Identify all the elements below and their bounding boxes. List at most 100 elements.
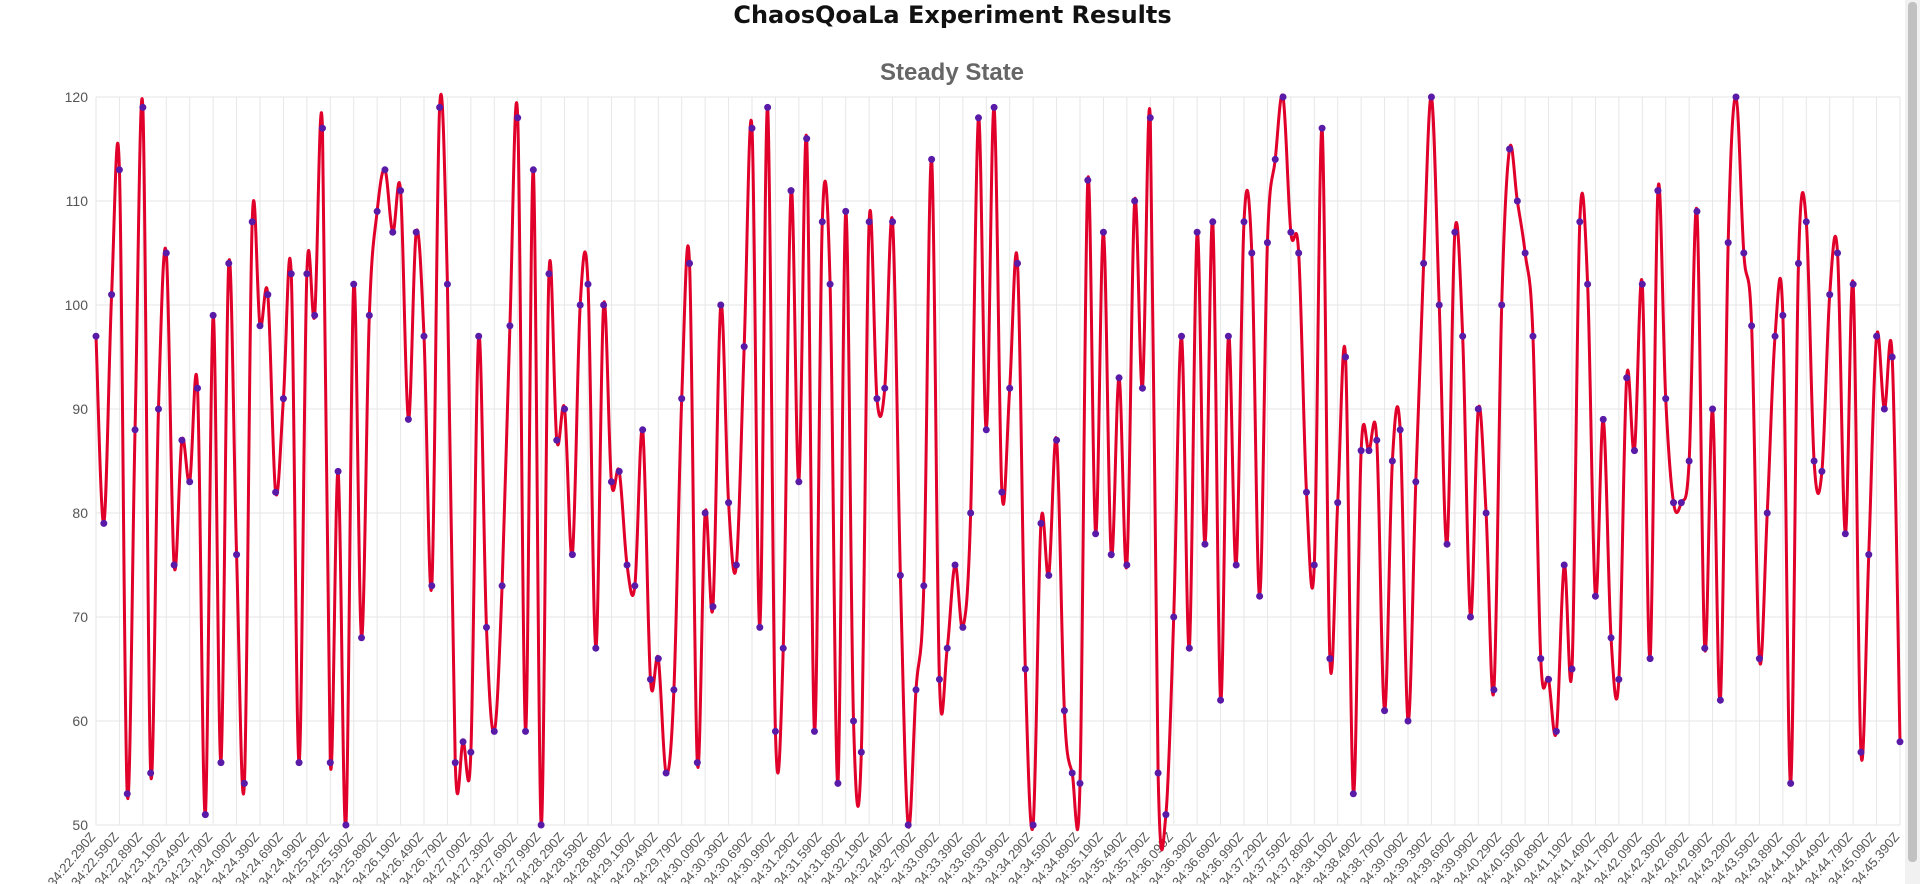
data-point[interactable] <box>1279 93 1287 101</box>
data-point[interactable] <box>1560 561 1568 569</box>
data-point[interactable] <box>631 582 639 590</box>
data-point[interactable] <box>1388 457 1396 465</box>
data-point[interactable] <box>1310 561 1318 569</box>
data-point[interactable] <box>365 311 373 319</box>
data-point[interactable] <box>561 405 569 413</box>
data-point[interactable] <box>810 727 818 735</box>
data-point[interactable] <box>592 644 600 652</box>
data-point[interactable] <box>889 218 897 226</box>
data-point[interactable] <box>1193 228 1201 236</box>
data-point[interactable] <box>1209 218 1217 226</box>
data-point[interactable] <box>279 395 287 403</box>
data-point[interactable] <box>1498 301 1506 309</box>
data-point[interactable] <box>607 478 615 486</box>
data-point[interactable] <box>131 426 139 434</box>
data-point[interactable] <box>1646 655 1654 663</box>
data-point[interactable] <box>1716 696 1724 704</box>
data-point[interactable] <box>967 509 975 517</box>
data-point[interactable] <box>756 623 764 631</box>
data-point[interactable] <box>1068 769 1076 777</box>
data-point[interactable] <box>1029 821 1037 829</box>
data-point[interactable] <box>771 727 779 735</box>
data-point[interactable] <box>420 332 428 340</box>
data-point[interactable] <box>1396 426 1404 434</box>
data-point[interactable] <box>600 301 608 309</box>
data-point[interactable] <box>451 759 459 767</box>
data-point[interactable] <box>1552 727 1560 735</box>
data-point[interactable] <box>342 821 350 829</box>
data-point[interactable] <box>1513 197 1521 205</box>
data-point[interactable] <box>1131 197 1139 205</box>
data-point[interactable] <box>1076 779 1084 787</box>
data-point[interactable] <box>467 748 475 756</box>
data-point[interactable] <box>139 103 147 111</box>
data-point[interactable] <box>982 426 990 434</box>
data-point[interactable] <box>108 291 116 299</box>
data-point[interactable] <box>1295 249 1303 257</box>
data-points[interactable] <box>92 93 1904 829</box>
data-point[interactable] <box>1654 187 1662 195</box>
data-point[interactable] <box>920 582 928 590</box>
data-point[interactable] <box>678 395 686 403</box>
data-point[interactable] <box>1412 478 1420 486</box>
data-point[interactable] <box>974 114 982 122</box>
data-point[interactable] <box>1365 447 1373 455</box>
data-point[interactable] <box>1771 332 1779 340</box>
data-point[interactable] <box>514 114 522 122</box>
data-point[interactable] <box>709 603 717 611</box>
data-point[interactable] <box>725 499 733 507</box>
data-point[interactable] <box>904 821 912 829</box>
data-point[interactable] <box>1427 93 1435 101</box>
data-point[interactable] <box>1037 519 1045 527</box>
data-point[interactable] <box>1217 696 1225 704</box>
data-point[interactable] <box>1107 551 1115 559</box>
data-point[interactable] <box>1834 249 1842 257</box>
data-point[interactable] <box>303 270 311 278</box>
data-point[interactable] <box>178 436 186 444</box>
data-point[interactable] <box>240 779 248 787</box>
data-point[interactable] <box>1170 613 1178 621</box>
data-point[interactable] <box>959 623 967 631</box>
data-point[interactable] <box>1607 634 1615 642</box>
data-point[interactable] <box>568 551 576 559</box>
data-point[interactable] <box>1685 457 1693 465</box>
data-point[interactable] <box>1810 457 1818 465</box>
data-point[interactable] <box>1896 738 1904 746</box>
data-point[interactable] <box>1349 790 1357 798</box>
data-point[interactable] <box>717 301 725 309</box>
data-point[interactable] <box>1779 311 1787 319</box>
data-point[interactable] <box>1755 655 1763 663</box>
data-point[interactable] <box>1466 613 1474 621</box>
data-point[interactable] <box>748 124 756 132</box>
data-point[interactable] <box>334 467 342 475</box>
data-point[interactable] <box>1092 530 1100 538</box>
data-point[interactable] <box>272 488 280 496</box>
data-point[interactable] <box>795 478 803 486</box>
data-point[interactable] <box>1053 436 1061 444</box>
data-point[interactable] <box>1482 509 1490 517</box>
data-point[interactable] <box>998 488 1006 496</box>
data-point[interactable] <box>990 103 998 111</box>
data-point[interactable] <box>287 270 295 278</box>
data-point[interactable] <box>1381 707 1389 715</box>
data-point[interactable] <box>1677 499 1685 507</box>
data-point[interactable] <box>436 103 444 111</box>
data-point[interactable] <box>545 270 553 278</box>
data-point[interactable] <box>1857 748 1865 756</box>
data-point[interactable] <box>217 759 225 767</box>
data-point[interactable] <box>857 748 865 756</box>
data-point[interactable] <box>896 571 904 579</box>
data-point[interactable] <box>1045 571 1053 579</box>
data-point[interactable] <box>1099 228 1107 236</box>
data-point[interactable] <box>1873 332 1881 340</box>
data-point[interactable] <box>1818 467 1826 475</box>
data-point[interactable] <box>1638 280 1646 288</box>
data-point[interactable] <box>100 519 108 527</box>
data-point[interactable] <box>842 207 850 215</box>
data-point[interactable] <box>1138 384 1146 392</box>
data-point[interactable] <box>318 124 326 132</box>
data-point[interactable] <box>186 478 194 486</box>
data-point[interactable] <box>123 790 131 798</box>
data-point[interactable] <box>1591 592 1599 600</box>
data-point[interactable] <box>1529 332 1537 340</box>
